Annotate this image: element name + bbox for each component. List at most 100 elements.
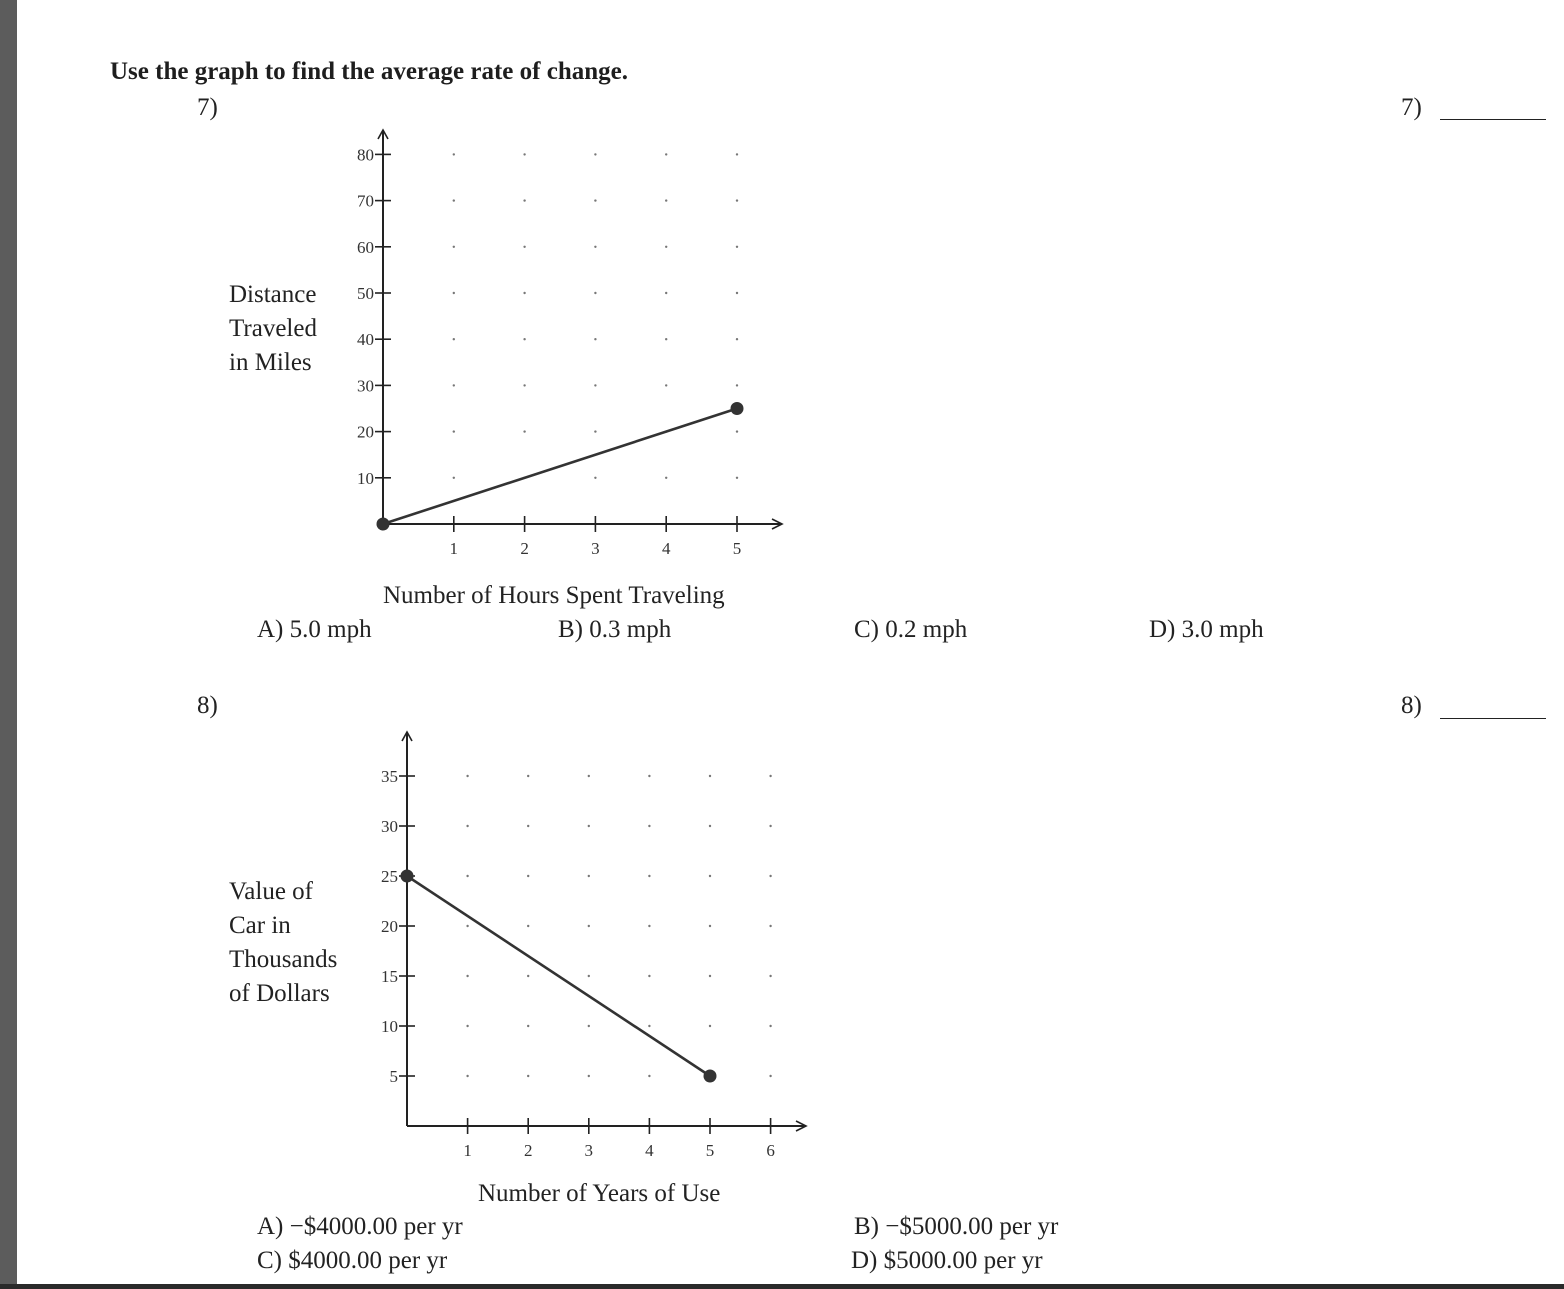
question-8-choice-c[interactable]: C) $4000.00 per yr [257,1247,448,1274]
grid-dot [587,774,590,778]
x-tick-label: 5 [706,1141,715,1160]
grid-dot [523,245,526,248]
grid-dot [452,245,455,248]
y-tick-label: 25 [381,867,398,886]
grid-dot [735,245,739,248]
y-tick-label: 20 [381,917,398,936]
series-line [382,407,738,526]
chart-1-y-axis-label-line: Distance [229,281,317,308]
question-8-number: 8) [197,692,218,719]
grid-dot [769,924,772,928]
grid-dot [587,1074,590,1078]
grid-dot [708,774,712,778]
grid-dot [648,824,651,828]
grid-dot [466,974,469,978]
question-8-choice-a[interactable]: A) −$4000.00 per yr [257,1213,463,1240]
data-point [376,517,390,531]
grid-dot [665,476,668,479]
question-7-answer-blank[interactable] [1440,119,1546,120]
y-tick-label: 40 [357,330,374,349]
grid-dot [594,338,597,341]
grid-dot [466,1024,469,1028]
grid-dot [527,824,530,828]
grid-dot [523,153,526,156]
x-tick-label: 1 [463,1141,472,1160]
grid-dot [708,924,712,928]
grid-dot [648,774,651,778]
grid-dot [523,291,526,295]
question-8-answer-blank[interactable] [1440,718,1546,719]
grid-dot [523,338,526,341]
grid-dot [735,384,739,387]
chart-1-y-axis-label-line: Traveled [229,315,317,342]
grid-dot [735,291,739,295]
grid-dot [594,153,597,156]
grid-dot [452,476,455,479]
data-point [400,869,414,883]
grid-dot [708,1024,712,1028]
x-axis-arrow [795,1120,808,1132]
grid-dot [527,974,530,978]
grid-dot [665,153,668,156]
chart-1-y-axis-label-line: in Miles [229,349,312,376]
grid-dot [708,874,712,878]
question-7-choice-b[interactable]: B) 0.3 mph [558,616,672,643]
x-tick-label: 2 [524,1141,533,1160]
x-axis-arrow [771,518,784,530]
grid-dot [466,874,469,878]
grid-dot [594,430,597,433]
grid-dot [587,974,590,978]
grid-dot [527,774,530,778]
grid-dot [466,1074,469,1078]
data-point [730,402,744,415]
question-8-choice-b[interactable]: B) −$5000.00 per yr [854,1213,1059,1240]
grid-dot [594,384,597,387]
question-7-choice-d[interactable]: D) 3.0 mph [1149,616,1264,643]
grid-dot [665,338,668,341]
y-tick-label: 70 [357,192,374,211]
grid-dot [648,874,651,878]
question-7-choice-a[interactable]: A) 5.0 mph [257,616,372,643]
x-tick-label: 5 [733,539,742,558]
grid-dot [594,199,597,202]
chart-car-value-vs-years: 5 10 15 20 25 30 35 1 2 3 4 5 6 [381,730,808,1160]
question-8-choice-d[interactable]: D) $5000.00 per yr [851,1247,1043,1274]
x-tick-label: 3 [585,1141,594,1160]
chart-2-x-axis-label: Number of Years of Use [478,1180,721,1207]
y-axis-arrow [401,730,413,742]
y-tick-label: 10 [381,1017,398,1036]
grid-dot [648,1074,651,1078]
grid-dot [769,824,772,828]
grid-dot [769,1024,772,1028]
grid-dot [527,874,530,878]
grid-dot [587,874,590,878]
grid-dot [452,291,455,295]
y-tick-label: 50 [357,284,374,303]
chart-2-y-axis-label-line: Thousands [229,946,338,973]
grid-dot [769,1074,772,1078]
x-tick-label: 6 [766,1141,775,1160]
series-line [406,874,711,1078]
grid-dot [648,924,651,928]
grid-dot [735,476,739,479]
x-tick-label: 4 [645,1141,654,1160]
question-7-choice-c[interactable]: C) 0.2 mph [854,616,968,643]
grid-dot [466,774,469,778]
grid-dot [523,384,526,387]
y-tick-label: 20 [357,423,374,442]
grid-dot [594,245,597,248]
grid-dot [594,291,597,295]
grid-dot [523,199,526,202]
grid-dot [527,1074,530,1078]
x-tick-label: 1 [450,539,459,558]
chart-2-y-axis-label-line: Value of [229,878,313,905]
grid-dot [735,338,739,341]
grid-dot [466,924,469,928]
grid-dot [665,245,668,248]
x-tick-label: 2 [520,539,529,558]
question-7-answer-label: 7) [1401,94,1422,121]
grid-dot [769,874,772,878]
grid-dot [523,430,526,433]
grid-dot [665,199,668,202]
grid-dot [708,974,712,978]
